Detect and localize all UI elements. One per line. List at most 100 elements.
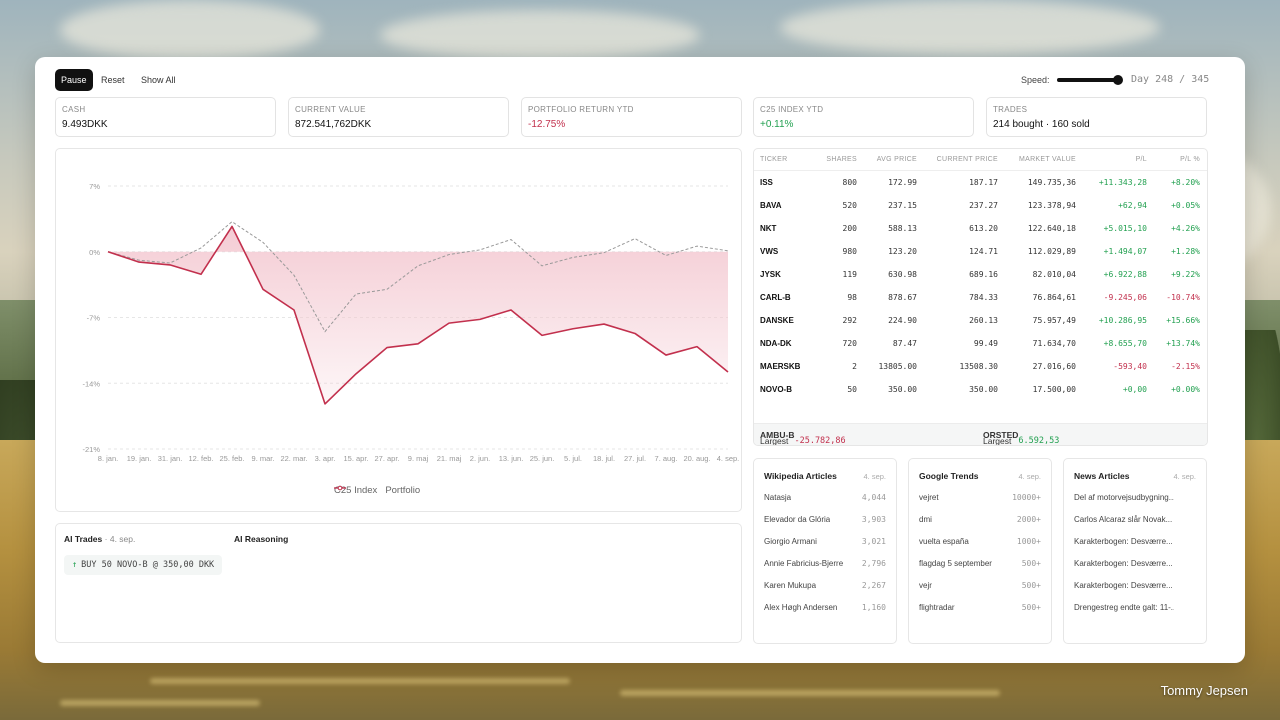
cur-cell: 260.13 (969, 316, 998, 325)
list-item[interactable]: Del af motorvejsudbygning... (1074, 493, 1196, 507)
cur-cell: 124.71 (969, 247, 998, 256)
largest-loss-label: Largest sold loss: (760, 436, 789, 446)
speed-slider[interactable] (1057, 75, 1125, 85)
item-label: Drengestreg endte galt: 11-... (1074, 603, 1174, 612)
speed-label: Speed: (1021, 75, 1050, 85)
list-item[interactable]: Elevador da Glória 3,903 (764, 515, 886, 529)
list-item[interactable]: Karakterbogen: Desværre... (1074, 581, 1196, 595)
stat-value: +0.11% (760, 119, 794, 130)
plp-cell: +0.05% (1171, 201, 1200, 210)
mv-cell: 122.640,18 (1027, 224, 1076, 233)
list-item[interactable]: vuelta españa 1000+ (919, 537, 1041, 551)
column-header[interactable]: AVG PRICE (876, 156, 917, 163)
reset-button[interactable]: Reset (95, 69, 131, 91)
plp-cell: +9.22% (1171, 270, 1200, 279)
list-item[interactable]: vejret 10000+ (919, 493, 1041, 507)
pl-cell: +6.922,88 (1103, 270, 1147, 279)
column-header[interactable]: P/L % (1180, 156, 1200, 163)
news-panel: News Articles 4. sep. Del af motorvejsud… (1063, 458, 1207, 644)
cloud (780, 0, 1160, 55)
x-tick-label: 25. jun. (530, 454, 555, 463)
list-item[interactable]: Karakterbogen: Desværre... (1074, 559, 1196, 573)
ticker-cell: DANSKE (760, 316, 794, 325)
column-header[interactable]: SHARES (826, 156, 857, 163)
list-item[interactable]: Giorgio Armani 3,021 (764, 537, 886, 551)
x-tick-label: 25. feb. (219, 454, 244, 463)
y-tick-label: -21% (82, 445, 100, 454)
pause-button[interactable]: Pause (55, 69, 93, 91)
list-item[interactable]: dmi 2000+ (919, 515, 1041, 529)
table-row[interactable]: JYSK 119 630.98 689.16 82.010,04 +6.922,88 +9.… (754, 263, 1207, 286)
ai-trades-title: AI Trades · 4. sep. (64, 534, 135, 544)
list-item[interactable]: Drengestreg endte galt: 11-... (1074, 603, 1196, 617)
slider-thumb[interactable] (1112, 75, 1123, 85)
largest-loss-ticker: AMBU-B (760, 430, 795, 440)
mv-cell: 71.634,70 (1032, 339, 1076, 348)
avg-cell: 878.67 (888, 293, 917, 302)
cur-cell: 99.49 (973, 339, 998, 348)
list-item[interactable]: vejr 500+ (919, 581, 1041, 595)
shares-cell: 520 (842, 201, 857, 210)
item-value: 3,903 (861, 515, 886, 524)
field-streak (150, 678, 570, 684)
table-row[interactable]: NKT 200 588.13 613.20 122.640,18 +5.015,10 +4.… (754, 217, 1207, 240)
list-item[interactable]: flagdag 5 september 500+ (919, 559, 1041, 573)
plp-cell: -10.74% (1166, 293, 1200, 302)
table-row[interactable]: ISS 800 172.99 187.17 149.735,36 +11.343,28 +8… (754, 171, 1207, 194)
x-tick-label: 7. aug. (655, 454, 678, 463)
x-tick-label: 20. aug. (683, 454, 710, 463)
shares-cell: 50 (847, 385, 857, 394)
item-label: Karakterbogen: Desværre... (1074, 581, 1173, 590)
holdings-table: TICKER SHARES AVG PRICE CURRENT PRICE MA… (753, 148, 1208, 446)
table-row[interactable]: DANSKE 292 224.90 260.13 75.957,49 +10.286,95… (754, 309, 1207, 332)
table-row[interactable]: NDA-DK 720 87.47 99.49 71.634,70 +8.655,70 +13… (754, 332, 1207, 355)
pl-cell: +11.343,28 (1098, 178, 1147, 187)
item-label: Elevador da Glória (764, 515, 831, 524)
list-item[interactable]: Carlos Alcaraz slår Novak... (1074, 515, 1196, 529)
stat-current-value: CURRENT VALUE 872.541,762DKK (288, 97, 509, 137)
shares-cell: 200 (842, 224, 857, 233)
list-item[interactable]: Karen Mukupa 2,267 (764, 581, 886, 595)
column-header[interactable]: P/L (1135, 156, 1147, 163)
table-row[interactable]: VWS 980 123.20 124.71 112.029,89 +1.494,07 +1.… (754, 240, 1207, 263)
panel-date: 4. sep. (863, 472, 886, 481)
pl-cell: +0,00 (1122, 385, 1147, 394)
column-header[interactable]: TICKER (760, 156, 788, 163)
trade-entry[interactable]: ↑ BUY 50 NOVO-B @ 350,00 DKK (64, 555, 223, 575)
list-item[interactable]: Annie Fabricius-Bjerre 2,796 (764, 559, 886, 573)
x-tick-label: 27. apr. (374, 454, 399, 463)
table-row[interactable]: MAERSKB 2 13805.00 13508.30 27.016,60 -593,40… (754, 355, 1207, 378)
list-item[interactable]: Alex Høgh Andersen 1,160 (764, 603, 886, 617)
list-item[interactable]: flightradar 500+ (919, 603, 1041, 617)
column-header[interactable]: MARKET VALUE (1018, 156, 1076, 163)
shares-cell: 720 (842, 339, 857, 348)
ticker-cell: ISS (760, 178, 773, 187)
trade-text: BUY 50 NOVO-B @ 350,00 DKK (81, 560, 215, 570)
x-tick-label: 21. maj (437, 454, 462, 463)
list-item[interactable]: Natasja 4,044 (764, 493, 886, 507)
show-all-button[interactable]: Show All (135, 69, 182, 91)
x-tick-label: 27. jul. (624, 454, 646, 463)
mv-cell: 123.378,94 (1027, 201, 1076, 210)
y-tick-label: -7% (87, 314, 101, 323)
table-row[interactable]: CARL-B 98 878.67 784.33 76.864,61 -9.245,06 -1… (754, 286, 1207, 309)
y-tick-label: -14% (82, 379, 100, 388)
wikipedia-panel: Wikipedia Articles 4. sep. Natasja 4,044 E… (753, 458, 897, 644)
column-header[interactable]: CURRENT PRICE (936, 156, 998, 163)
mv-cell: 112.029,89 (1027, 247, 1076, 256)
x-tick-label: 5. jul. (564, 454, 582, 463)
table-row[interactable]: NOVO-B 50 350.00 350.00 17.500,00 +0,00 +0.00% (754, 378, 1207, 401)
x-tick-label: 19. jan. (127, 454, 152, 463)
mv-cell: 27.016,60 (1032, 362, 1076, 371)
item-label: Karen Mukupa (764, 581, 817, 590)
item-value: 2,796 (861, 559, 886, 568)
largest-win-value: 6.592,53 (1018, 436, 1060, 446)
table-row[interactable]: BAVA 520 237.15 237.27 123.378,94 +62,94 +0.05… (754, 194, 1207, 217)
item-value: 2000+ (1016, 515, 1041, 524)
stat-label: TRADES (993, 105, 1028, 114)
legend-item-portfolio[interactable]: Portfolio (334, 485, 420, 496)
list-item[interactable]: Karakterbogen: Desværre... (1074, 537, 1196, 551)
pl-cell: +8.655,70 (1103, 339, 1147, 348)
ai-trades-label: AI Trades (64, 534, 103, 544)
item-value: 1,160 (861, 603, 886, 612)
